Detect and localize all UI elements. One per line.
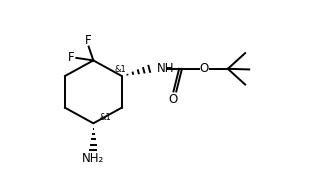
Text: F: F — [67, 51, 74, 64]
Text: O: O — [169, 93, 178, 106]
Text: &1: &1 — [99, 113, 111, 122]
Text: F: F — [85, 34, 92, 48]
Text: NH: NH — [157, 62, 175, 75]
Text: O: O — [200, 62, 209, 75]
Text: &1: &1 — [114, 65, 126, 74]
Text: NH₂: NH₂ — [82, 152, 104, 165]
